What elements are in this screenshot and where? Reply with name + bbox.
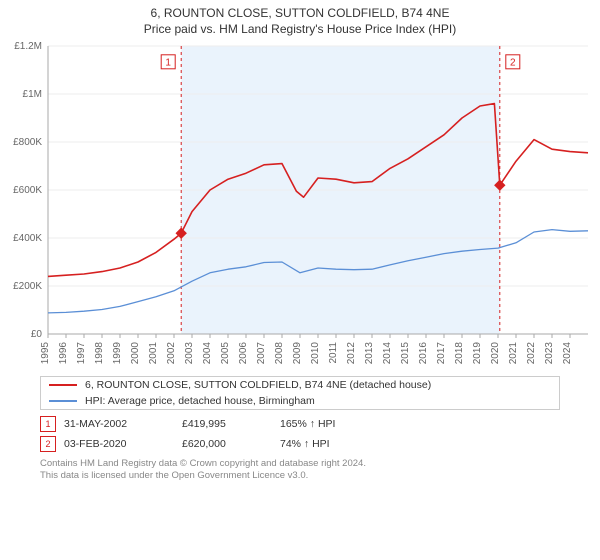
svg-text:2001: 2001: [148, 342, 159, 365]
svg-text:2007: 2007: [256, 342, 267, 365]
legend-swatch: [49, 384, 77, 386]
legend-swatch: [49, 400, 77, 402]
svg-text:2010: 2010: [310, 342, 321, 365]
svg-text:1996: 1996: [58, 342, 69, 365]
svg-text:2: 2: [510, 57, 516, 68]
svg-text:£1M: £1M: [23, 89, 42, 100]
transaction-pct: 74% ↑ HPI: [280, 438, 380, 450]
svg-text:2006: 2006: [238, 342, 249, 365]
transaction-price: £419,995: [182, 418, 272, 430]
svg-text:2003: 2003: [184, 342, 195, 365]
svg-text:1998: 1998: [94, 342, 105, 365]
svg-text:2021: 2021: [508, 342, 519, 365]
svg-text:2014: 2014: [382, 342, 393, 365]
svg-text:£400K: £400K: [13, 233, 42, 244]
svg-text:1997: 1997: [76, 342, 87, 365]
title-block: 6, ROUNTON CLOSE, SUTTON COLDFIELD, B74 …: [0, 0, 600, 40]
transaction-date: 31-MAY-2002: [64, 418, 174, 430]
legend: 6, ROUNTON CLOSE, SUTTON COLDFIELD, B74 …: [40, 376, 560, 410]
footer-line-2: This data is licensed under the Open Gov…: [40, 470, 560, 482]
svg-text:2004: 2004: [202, 342, 213, 365]
transaction-date: 03-FEB-2020: [64, 438, 174, 450]
legend-row: 6, ROUNTON CLOSE, SUTTON COLDFIELD, B74 …: [41, 377, 559, 393]
title-sub: Price paid vs. HM Land Registry's House …: [0, 22, 600, 36]
chart-svg: £0 £200K £400K £600K £800K £1M £1.2M 1995 1996 19…: [0, 40, 600, 370]
svg-text:2002: 2002: [166, 342, 177, 365]
transactions-table: 1 31-MAY-2002 £419,995 165% ↑ HPI 2 03-FEB-20…: [40, 414, 560, 454]
svg-text:2009: 2009: [292, 342, 303, 365]
svg-text:2015: 2015: [400, 342, 411, 365]
svg-text:2016: 2016: [418, 342, 429, 365]
svg-text:2022: 2022: [526, 342, 537, 365]
svg-text:2023: 2023: [544, 342, 555, 365]
legend-label: HPI: Average price, detached house, Birm…: [85, 395, 315, 407]
footer-note: Contains HM Land Registry data © Crown c…: [40, 458, 560, 482]
svg-text:2024: 2024: [562, 342, 573, 365]
transaction-marker: 1: [40, 416, 56, 432]
svg-text:1: 1: [165, 57, 171, 68]
footer-line-1: Contains HM Land Registry data © Crown c…: [40, 458, 560, 470]
svg-text:2017: 2017: [436, 342, 447, 365]
transaction-marker: 2: [40, 436, 56, 452]
legend-row: HPI: Average price, detached house, Birm…: [41, 393, 559, 409]
svg-text:2019: 2019: [472, 342, 483, 365]
svg-text:£0: £0: [31, 329, 43, 340]
svg-text:2000: 2000: [130, 342, 141, 365]
svg-text:2018: 2018: [454, 342, 465, 365]
transaction-row: 2 03-FEB-2020 £620,000 74% ↑ HPI: [40, 434, 560, 454]
svg-text:2008: 2008: [274, 342, 285, 365]
transaction-row: 1 31-MAY-2002 £419,995 165% ↑ HPI: [40, 414, 560, 434]
svg-text:2011: 2011: [328, 342, 339, 364]
svg-text:2013: 2013: [364, 342, 375, 365]
svg-text:2012: 2012: [346, 342, 357, 365]
title-main: 6, ROUNTON CLOSE, SUTTON COLDFIELD, B74 …: [0, 6, 600, 20]
transaction-price: £620,000: [182, 438, 272, 450]
svg-text:2020: 2020: [490, 342, 501, 365]
svg-text:£200K: £200K: [13, 281, 42, 292]
svg-text:£800K: £800K: [13, 137, 42, 148]
legend-label: 6, ROUNTON CLOSE, SUTTON COLDFIELD, B74 …: [85, 379, 431, 391]
chart: £0 £200K £400K £600K £800K £1M £1.2M 1995 1996 19…: [0, 40, 600, 370]
transaction-pct: 165% ↑ HPI: [280, 418, 380, 430]
svg-text:£600K: £600K: [13, 185, 42, 196]
svg-text:1999: 1999: [112, 342, 123, 365]
svg-text:£1.2M: £1.2M: [14, 41, 42, 52]
svg-text:1995: 1995: [40, 342, 51, 365]
svg-text:2005: 2005: [220, 342, 231, 365]
